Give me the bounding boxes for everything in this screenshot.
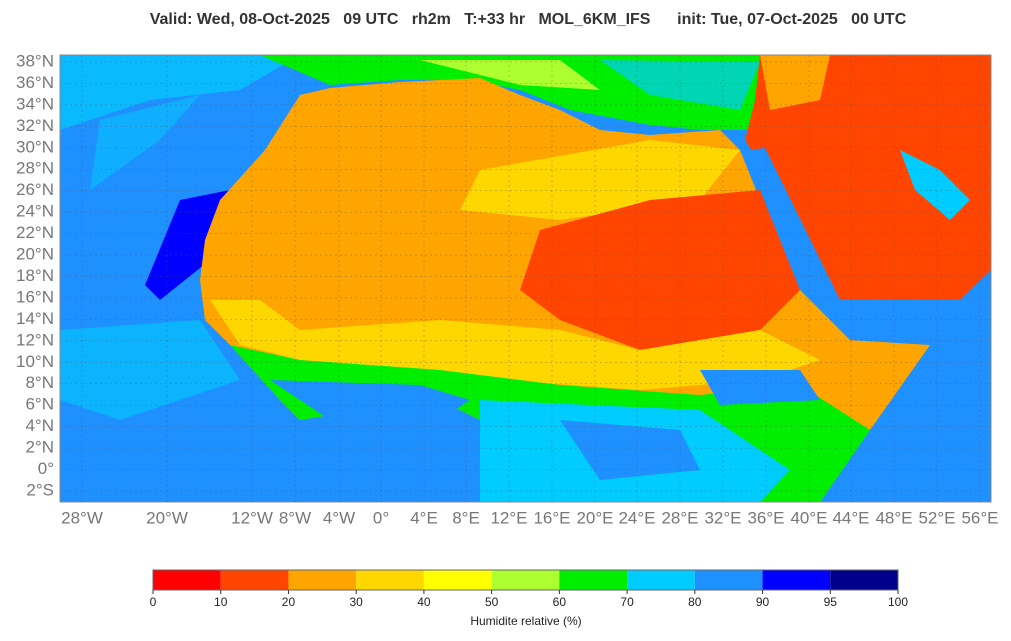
colorbar-segment: [830, 570, 898, 590]
colorbar-tick-label: 50: [485, 595, 499, 609]
colorbar-frame: [152, 569, 899, 591]
colorbar-segment: [153, 570, 221, 590]
lon-label: 28°W: [61, 508, 103, 527]
lat-label: 34°N: [16, 94, 54, 113]
colorbar-tick-label: 10: [214, 595, 228, 609]
colorbar-segment: [627, 570, 695, 590]
lon-label: 4°E: [410, 508, 438, 527]
lat-label: 12°N: [16, 330, 54, 349]
colorbar-segment: [694, 570, 763, 590]
lon-label: 32°E: [704, 508, 741, 527]
lon-label: 24°E: [618, 508, 655, 527]
lat-label: 28°N: [16, 159, 54, 178]
lon-label: 20°W: [146, 508, 188, 527]
lon-label: 16°E: [533, 508, 570, 527]
lon-label: 48°E: [875, 508, 912, 527]
colorbar-segment: [423, 570, 492, 590]
lon-label: 40°E: [790, 508, 827, 527]
lon-label: 8°E: [452, 508, 480, 527]
lon-label: 28°E: [661, 508, 698, 527]
colorbar-tick-label: 70: [620, 595, 634, 609]
lat-label: 2°N: [25, 438, 54, 457]
colorbar-segment: [288, 570, 357, 590]
title: Valid: Wed, 08-Oct-2025 09 UTC rh2m T:+3…: [150, 11, 907, 28]
colorbar-tick-label: 90: [756, 595, 770, 609]
lon-label: 56°E: [961, 508, 998, 527]
lat-label: 32°N: [16, 116, 54, 135]
lon-label: 0°: [373, 508, 389, 527]
lat-label: 0°: [38, 459, 54, 478]
map-frame: [59, 54, 992, 503]
lon-label: 12°W: [231, 508, 273, 527]
colorbar-tick-label: 95: [824, 595, 838, 609]
colorbar-tick-label: 80: [688, 595, 702, 609]
map-field: [60, 55, 991, 502]
lat-label: 30°N: [16, 137, 54, 156]
colorbar-segment: [356, 570, 424, 590]
lon-label: 12°E: [490, 508, 527, 527]
lat-label: 24°N: [16, 202, 54, 221]
lat-label: 38°N: [16, 51, 54, 70]
lat-label: 26°N: [16, 180, 54, 199]
lon-label: 52°E: [918, 508, 955, 527]
lon-label: 44°E: [832, 508, 869, 527]
lon-label: 20°E: [576, 508, 613, 527]
colorbar-segment: [762, 570, 831, 590]
lon-label: 8°W: [279, 508, 311, 527]
lat-label: 22°N: [16, 223, 54, 242]
colorbar-tick-label: 20: [282, 595, 296, 609]
lat-label: 2°S: [26, 480, 54, 499]
lat-label: 10°N: [16, 352, 54, 371]
colorbar-segment: [491, 570, 560, 590]
colorbar-tick-label: 30: [350, 595, 364, 609]
lat-label: 36°N: [16, 73, 54, 92]
colorbar-label: Humidite relative (%): [470, 614, 581, 628]
lon-label: 36°E: [747, 508, 784, 527]
colorbar-segment: [220, 570, 289, 590]
lon-label: 4°W: [323, 508, 355, 527]
colorbar-segment: [559, 570, 628, 590]
lat-label: 8°N: [25, 373, 54, 392]
lat-label: 20°N: [16, 245, 54, 264]
lat-label: 16°N: [16, 287, 54, 306]
colorbar-tick-label: 100: [888, 595, 908, 609]
lat-label: 4°N: [25, 416, 54, 435]
lat-label: 6°N: [25, 395, 54, 414]
colorbar-tick-label: 60: [553, 595, 567, 609]
colorbar-tick-label: 40: [417, 595, 431, 609]
lat-label: 14°N: [16, 309, 54, 328]
lat-label: 18°N: [16, 266, 54, 285]
colorbar-tick-label: 0: [150, 595, 157, 609]
